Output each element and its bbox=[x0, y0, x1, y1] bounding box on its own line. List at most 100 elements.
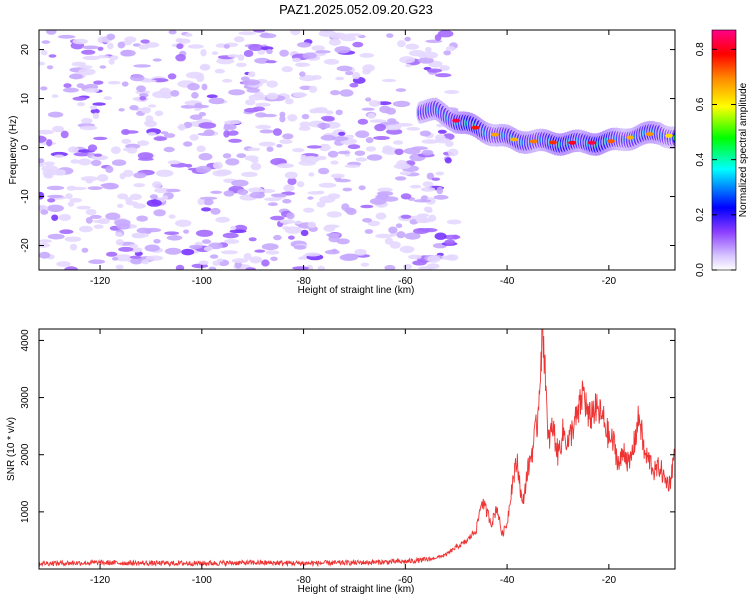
noise-blob bbox=[341, 203, 350, 211]
noise-blob bbox=[125, 143, 141, 149]
noise-blob bbox=[46, 185, 65, 191]
colorbar-label: Normalized spectral amplitude bbox=[738, 82, 749, 217]
noise-blob bbox=[306, 145, 322, 149]
noise-blob bbox=[365, 97, 372, 102]
noise-blob bbox=[395, 223, 403, 228]
noise-blob bbox=[143, 121, 151, 125]
noise-blob bbox=[369, 197, 387, 205]
noise-blob bbox=[209, 254, 219, 259]
noise-blob bbox=[292, 57, 301, 63]
noise-blob bbox=[255, 112, 267, 118]
noise-blob bbox=[90, 214, 102, 219]
noise-blob bbox=[300, 154, 308, 162]
noise-blob bbox=[67, 201, 75, 207]
noise-blob bbox=[302, 52, 317, 59]
snr-ytick-label: 1000 bbox=[20, 500, 31, 523]
noise-blob bbox=[175, 54, 186, 62]
noise-blob bbox=[185, 71, 204, 79]
noise-blob bbox=[216, 169, 232, 176]
noise-blob bbox=[266, 80, 278, 88]
snr-ytick-label: 3000 bbox=[20, 386, 31, 409]
noise-blob bbox=[183, 229, 190, 234]
noise-blob bbox=[373, 136, 390, 140]
spectrogram-ytick-label: -10 bbox=[20, 189, 31, 204]
noise-blob bbox=[297, 42, 312, 48]
noise-blob bbox=[71, 61, 87, 67]
ridge-peak bbox=[471, 125, 480, 130]
noise-blob bbox=[154, 110, 164, 117]
noise-blob bbox=[131, 233, 145, 239]
noise-blob bbox=[426, 172, 435, 180]
noise-blob bbox=[399, 245, 415, 254]
noise-blob bbox=[292, 92, 307, 98]
noise-blob bbox=[412, 260, 427, 266]
noise-blob bbox=[369, 119, 387, 123]
spectrogram-ytick-label: -20 bbox=[20, 238, 31, 253]
spectrogram-xtick-label: -120 bbox=[90, 276, 110, 287]
noise-blob bbox=[123, 130, 139, 134]
noise-blob bbox=[413, 228, 430, 234]
noise-blob bbox=[78, 68, 96, 76]
noise-blob bbox=[161, 195, 169, 200]
noise-blob bbox=[69, 243, 78, 251]
noise-blob bbox=[39, 191, 45, 200]
noise-blob bbox=[444, 90, 460, 94]
noise-blob bbox=[282, 226, 291, 230]
noise-blob bbox=[270, 256, 278, 261]
noise-blob bbox=[140, 107, 152, 114]
noise-blob bbox=[153, 209, 166, 217]
noise-blob bbox=[358, 185, 366, 191]
noise-blob bbox=[175, 38, 184, 43]
noise-blob bbox=[443, 50, 452, 56]
noise-blob bbox=[72, 38, 88, 45]
noise-blob bbox=[336, 238, 350, 245]
noise-blob bbox=[444, 157, 452, 164]
snr-axes: -120 -100 -80 -60 -40 -20 1000 2000 3000 4000 bbox=[20, 329, 675, 586]
noise-blob bbox=[282, 198, 292, 204]
ridge-peak bbox=[568, 140, 577, 145]
noise-blob bbox=[279, 49, 289, 57]
noise-blob bbox=[211, 51, 219, 56]
noise-blob bbox=[144, 244, 160, 252]
snr-xtick-label: -80 bbox=[296, 575, 311, 586]
spectrogram-ytick-label: 20 bbox=[20, 44, 31, 56]
noise-blob bbox=[77, 102, 85, 107]
noise-blob bbox=[115, 239, 124, 246]
noise-blob bbox=[387, 118, 397, 123]
noise-blob bbox=[223, 130, 230, 138]
noise-blob bbox=[236, 62, 247, 68]
noise-blob bbox=[255, 102, 271, 107]
noise-blob bbox=[243, 253, 252, 260]
noise-blob bbox=[70, 159, 80, 164]
noise-blob bbox=[266, 146, 274, 152]
noise-blob bbox=[85, 209, 97, 216]
noise-blob bbox=[261, 259, 270, 267]
noise-blob bbox=[194, 102, 203, 108]
noise-blob bbox=[352, 72, 361, 80]
noise-blob bbox=[153, 136, 168, 141]
ridge-peak bbox=[645, 132, 654, 137]
snr-ytick-label: 2000 bbox=[20, 443, 31, 466]
noise-blob bbox=[435, 73, 452, 78]
noise-blob bbox=[255, 124, 272, 130]
noise-blob bbox=[39, 204, 48, 211]
ridge-peak bbox=[606, 139, 615, 144]
noise-blob bbox=[327, 150, 339, 158]
noise-blob bbox=[426, 263, 440, 269]
noise-blob bbox=[367, 220, 380, 227]
noise-blob bbox=[121, 81, 129, 87]
noise-blob bbox=[245, 99, 256, 106]
noise-blob bbox=[122, 169, 134, 177]
ridge-peak bbox=[490, 132, 499, 137]
noise-blob bbox=[444, 239, 456, 245]
spectrogram-ytick-label: 0 bbox=[20, 144, 31, 150]
noise-blob bbox=[64, 266, 79, 270]
noise-blob bbox=[339, 89, 354, 97]
noise-blob bbox=[69, 73, 84, 80]
noise-blob bbox=[287, 177, 297, 186]
noise-blob bbox=[362, 218, 373, 223]
noise-blob bbox=[145, 228, 152, 234]
noise-blob bbox=[422, 181, 434, 188]
noise-blob bbox=[433, 194, 449, 200]
noise-blob bbox=[140, 39, 150, 44]
